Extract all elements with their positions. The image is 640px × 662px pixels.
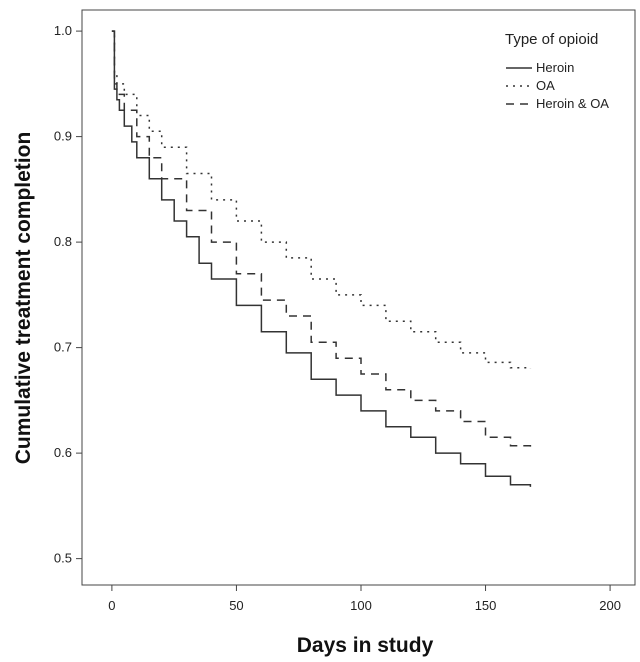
- y-tick-label: 0.9: [54, 129, 72, 144]
- y-axis: 0.5 0.6 0.7 0.8 0.9 1.0: [54, 23, 82, 566]
- y-tick-label: 1.0: [54, 23, 72, 38]
- series-line-oa: [111, 30, 532, 369]
- x-axis: 0 50 100 150 200: [108, 585, 621, 613]
- plot-frame: [81, 9, 636, 586]
- x-tick-label: 50: [229, 598, 243, 613]
- legend: Type of opioid Heroin OA Heroin & OA: [505, 31, 609, 111]
- x-tick-label: 200: [599, 598, 621, 613]
- y-axis-title: Cumulative treatment completion: [12, 132, 35, 465]
- legend-items: Heroin OA Heroin & OA: [506, 60, 609, 111]
- legend-label: Heroin: [536, 60, 574, 75]
- series-line-heroin-oa: [111, 30, 532, 448]
- x-tick-label: 100: [350, 598, 372, 613]
- y-tick-label: 0.7: [54, 340, 72, 355]
- legend-label: Heroin & OA: [536, 96, 609, 111]
- y-tick-label: 0.6: [54, 445, 72, 460]
- legend-title: Type of opioid: [505, 31, 598, 48]
- x-axis-title: Days in study: [297, 634, 434, 657]
- x-tick-label: 0: [108, 598, 115, 613]
- legend-label: OA: [536, 78, 555, 93]
- x-tick-label: 150: [475, 598, 497, 613]
- series-layer: [111, 30, 532, 487]
- y-tick-label: 0.8: [54, 234, 72, 249]
- y-tick-label: 0.5: [54, 551, 72, 566]
- series-line-heroin: [111, 30, 532, 487]
